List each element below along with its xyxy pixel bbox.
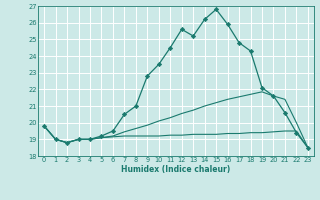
X-axis label: Humidex (Indice chaleur): Humidex (Indice chaleur) xyxy=(121,165,231,174)
